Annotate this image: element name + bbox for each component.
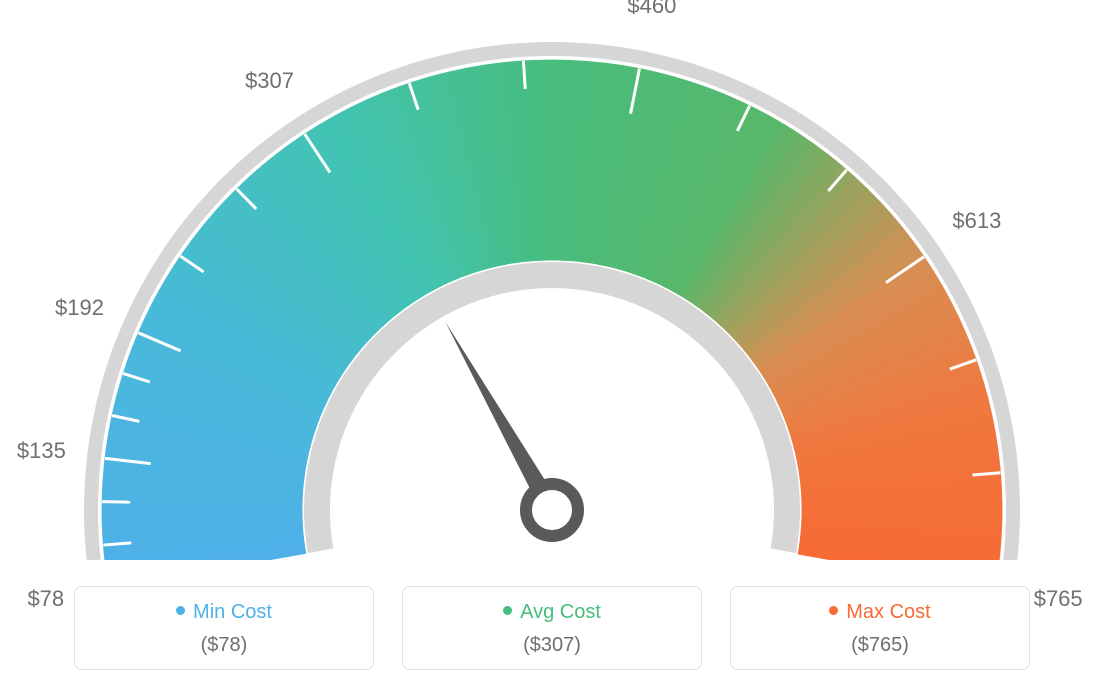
legend-card-min: Min Cost ($78) — [74, 586, 374, 670]
dot-icon — [176, 606, 185, 615]
gauge-tick-label: $613 — [952, 208, 1001, 234]
legend-value-max: ($765) — [731, 634, 1029, 657]
legend-label-max-text: Max Cost — [846, 601, 930, 623]
dot-icon — [503, 606, 512, 615]
gauge-tick-label: $460 — [627, 0, 676, 19]
legend-label-avg: Avg Cost — [403, 601, 701, 624]
dot-icon — [829, 606, 838, 615]
legend-value-avg: ($307) — [403, 634, 701, 657]
cost-gauge: $78$135$192$307$460$613$765 — [0, 0, 1104, 560]
gauge-tick-label: $135 — [17, 438, 66, 464]
legend-card-avg: Avg Cost ($307) — [402, 586, 702, 670]
legend-value-min: ($78) — [75, 634, 373, 657]
legend-row: Min Cost ($78) Avg Cost ($307) Max Cost … — [0, 586, 1104, 670]
gauge-tick-label: $192 — [55, 295, 104, 321]
gauge-svg — [0, 0, 1104, 560]
legend-label-avg-text: Avg Cost — [520, 601, 601, 623]
gauge-tick-label: $307 — [245, 68, 294, 94]
legend-card-max: Max Cost ($765) — [730, 586, 1030, 670]
legend-label-min: Min Cost — [75, 601, 373, 624]
legend-label-max: Max Cost — [731, 601, 1029, 624]
legend-label-min-text: Min Cost — [193, 601, 272, 623]
